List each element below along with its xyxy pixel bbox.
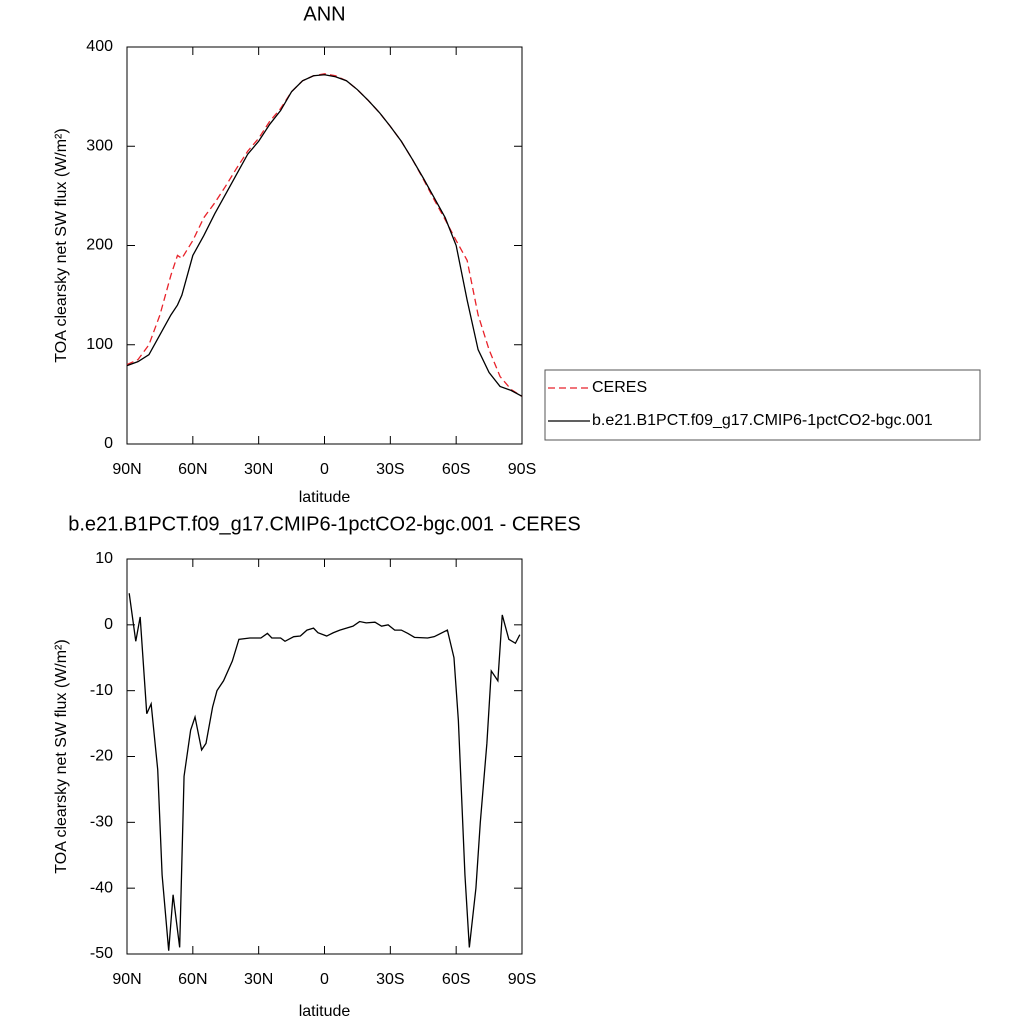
legend-label: CERES — [592, 379, 647, 396]
chart-title: b.e21.B1PCT.f09_g17.CMIP6-1pctCO2-bgc.00… — [68, 513, 580, 535]
y-tick-label: 100 — [86, 336, 113, 353]
x-tick-label: 90S — [508, 461, 536, 478]
x-axis-label: latitude — [299, 489, 351, 506]
x-axis-label: latitude — [299, 1003, 351, 1020]
y-tick-label: -50 — [90, 945, 113, 962]
y-tick-label: -10 — [90, 682, 113, 699]
legend-box — [544, 369, 981, 441]
y-tick-label: 300 — [86, 137, 113, 154]
x-tick-label: 60S — [442, 461, 470, 478]
y-tick-label: 0 — [104, 616, 113, 633]
x-tick-label: 0 — [320, 461, 329, 478]
x-tick-label: 90N — [112, 461, 141, 478]
y-tick-label: -20 — [90, 748, 113, 765]
y-tick-label: 400 — [86, 38, 113, 55]
x-tick-label: 60N — [178, 971, 207, 988]
x-tick-label: 60S — [442, 971, 470, 988]
y-axis-label: TOA clearsky net SW flux (W/m²) — [53, 639, 70, 873]
y-tick-label: 200 — [86, 237, 113, 254]
legend-label: b.e21.B1PCT.f09_g17.CMIP6-1pctCO2-bgc.00… — [592, 412, 933, 429]
x-tick-label: 90S — [508, 971, 536, 988]
data-line — [126, 73, 523, 397]
y-tick-label: 0 — [104, 435, 113, 452]
x-tick-label: 30N — [244, 461, 273, 478]
y-axis-label: TOA clearsky net SW flux (W/m²) — [53, 128, 70, 362]
x-tick-label: 30S — [376, 971, 404, 988]
x-tick-label: 90N — [112, 971, 141, 988]
data-line — [128, 593, 521, 951]
x-tick-label: 30S — [376, 461, 404, 478]
x-tick-label: 30N — [244, 971, 273, 988]
y-tick-label: -30 — [90, 814, 113, 831]
x-tick-label: 60N — [178, 461, 207, 478]
data-line — [126, 74, 523, 397]
y-tick-label: -40 — [90, 879, 113, 896]
plot-frame — [126, 46, 523, 445]
chart-title: ANN — [303, 3, 345, 25]
y-tick-label: 10 — [95, 550, 113, 567]
x-tick-label: 0 — [320, 971, 329, 988]
